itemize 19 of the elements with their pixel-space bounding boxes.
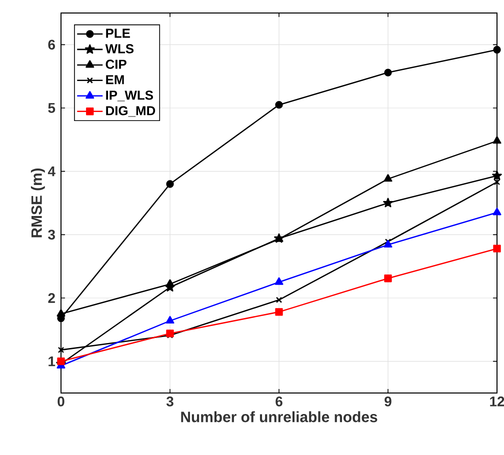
y-axis-title: RMSE (m) bbox=[30, 168, 45, 238]
legend-label: EM bbox=[106, 75, 124, 84]
y-tick-label: 6 bbox=[48, 40, 55, 50]
legend-label: DIG_MD bbox=[106, 106, 156, 117]
legend-label: IP_WLS bbox=[106, 90, 153, 102]
y-tick-label: 3 bbox=[48, 230, 55, 240]
y-tick-label: 2 bbox=[48, 293, 55, 303]
x-tick-label: 3 bbox=[166, 396, 174, 406]
x-tick-label: 0 bbox=[58, 396, 64, 406]
y-tick-label: 1 bbox=[48, 356, 56, 366]
x-tick-label: 12 bbox=[490, 396, 504, 406]
x-tick-label: 9 bbox=[384, 396, 392, 406]
x-tick-label: 6 bbox=[276, 396, 282, 406]
legend-label: PLE bbox=[106, 28, 130, 38]
y-tick-label: 5 bbox=[48, 103, 56, 113]
legend-label: CIP bbox=[106, 60, 126, 69]
x-axis-title: Number of unreliable nodes bbox=[181, 411, 378, 422]
y-tick-label: 4 bbox=[48, 166, 56, 176]
legend-label: WLS bbox=[105, 44, 134, 54]
